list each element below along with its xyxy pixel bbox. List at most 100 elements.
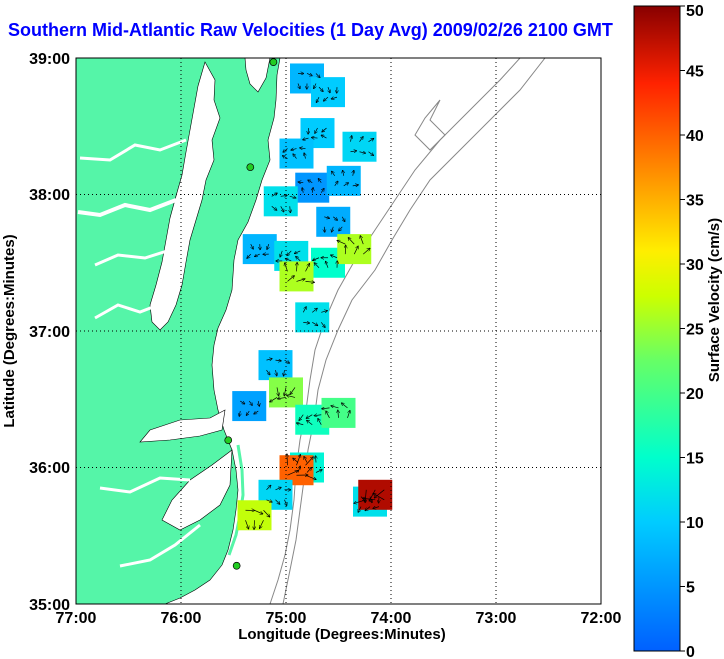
colorbar-label: Surface Velocity (cm/s): [706, 218, 723, 382]
current-vector: [275, 487, 282, 489]
current-vector: [297, 263, 298, 272]
current-vector: [353, 171, 354, 176]
x-axis-label: Longitude (Degrees:Minutes): [238, 626, 446, 643]
y-tick-label: 36:00: [29, 460, 70, 477]
current-vector: [258, 401, 259, 406]
current-vector: [368, 151, 374, 156]
current-vector: [337, 241, 346, 245]
current-vector: [267, 243, 269, 249]
x-tick-label: 72:00: [581, 610, 622, 627]
river-inlet: [94, 248, 171, 267]
current-vector: [280, 206, 284, 211]
current-vector: [290, 206, 291, 212]
radar-sites: [224, 58, 278, 570]
current-vector: [306, 414, 313, 419]
current-vector: [287, 454, 288, 466]
current-vector: [305, 281, 315, 282]
x-tick-label: 75:00: [266, 610, 307, 627]
current-vector: [318, 86, 323, 91]
river-inlet-4: [99, 476, 191, 494]
current-vector: [308, 180, 313, 183]
current-vector: [286, 259, 292, 261]
velocity-cell: [295, 302, 330, 333]
current-vector: [266, 485, 271, 491]
current-vector: [254, 410, 259, 414]
colorbar-tick-label: 20: [686, 386, 704, 403]
current-vector: [284, 370, 285, 376]
current-vector: [248, 400, 252, 405]
y-tick-labels: 39:00 38:00 37:00 36:00 35:00: [29, 51, 70, 614]
current-vector: [239, 411, 240, 416]
potomac-river: [77, 198, 177, 218]
current-vector: [318, 419, 322, 425]
current-vector: [331, 255, 338, 259]
albemarle-sound: [139, 409, 226, 443]
current-vector: [287, 250, 292, 256]
current-vector: [363, 498, 376, 500]
current-vector: [315, 127, 318, 133]
current-vector: [287, 276, 295, 282]
current-vector: [331, 97, 338, 99]
y-tick-label: 38:00: [29, 187, 70, 204]
current-vector: [278, 397, 287, 398]
current-vector: [293, 154, 297, 159]
current-vector: [270, 397, 278, 401]
current-vector: [374, 489, 385, 498]
current-vector: [303, 138, 309, 140]
current-vector: [305, 457, 314, 466]
current-vector: [373, 493, 385, 501]
colorbar-tick-label: 15: [686, 451, 704, 468]
current-vector: [365, 506, 371, 511]
velocity-cell: [232, 391, 267, 422]
x-tick-label: 73:00: [476, 610, 517, 627]
x-tick-label: 76:00: [161, 610, 202, 627]
current-vector: [299, 414, 304, 421]
current-vector: [266, 369, 270, 375]
current-vector: [359, 137, 363, 142]
current-vector: [347, 411, 350, 419]
current-vector: [318, 179, 322, 183]
colorbar-tick-label: 35: [686, 193, 704, 210]
current-vector: [373, 507, 380, 509]
current-vector: [321, 311, 327, 313]
current-vector: [293, 458, 299, 463]
velocity-cell: [342, 131, 377, 162]
current-vector: [255, 254, 260, 256]
current-vector: [360, 236, 364, 245]
current-vector: [289, 196, 296, 198]
depth-contour-3: [414, 99, 446, 151]
current-vector: [332, 226, 334, 232]
current-vector: [271, 206, 277, 210]
current-vector: [306, 468, 311, 473]
chesapeake-bay: [149, 61, 221, 331]
grid-lines: [76, 58, 601, 604]
current-vector: [263, 510, 270, 516]
current-vector: [343, 183, 349, 187]
y-tick-label: 37:00: [29, 324, 70, 341]
velocity-cell: [295, 172, 330, 203]
current-vector: [343, 171, 344, 176]
current-vector: [324, 96, 329, 101]
current-vector: [321, 189, 324, 193]
current-vector: [271, 193, 277, 197]
current-vector: [298, 182, 304, 183]
current-vector: [276, 370, 277, 375]
velocity-cell: [316, 206, 351, 237]
current-vector: [284, 387, 286, 395]
colorbar-tick-label: 50: [686, 3, 704, 20]
current-vector: [312, 308, 317, 313]
river-inlet-5: [119, 523, 201, 568]
current-vector: [298, 83, 300, 88]
current-vector: [291, 149, 297, 151]
current-vector: [321, 135, 327, 139]
velocity-cell: [258, 350, 293, 381]
current-vector: [280, 250, 282, 257]
current-vector: [342, 403, 348, 409]
current-vector: [251, 243, 253, 249]
radar-site-marker: [246, 163, 255, 172]
current-vector: [287, 395, 296, 397]
current-vector: [339, 226, 343, 231]
y-tick-label: 39:00: [29, 51, 70, 68]
current-vector: [328, 87, 330, 92]
current-vector: [333, 216, 337, 220]
